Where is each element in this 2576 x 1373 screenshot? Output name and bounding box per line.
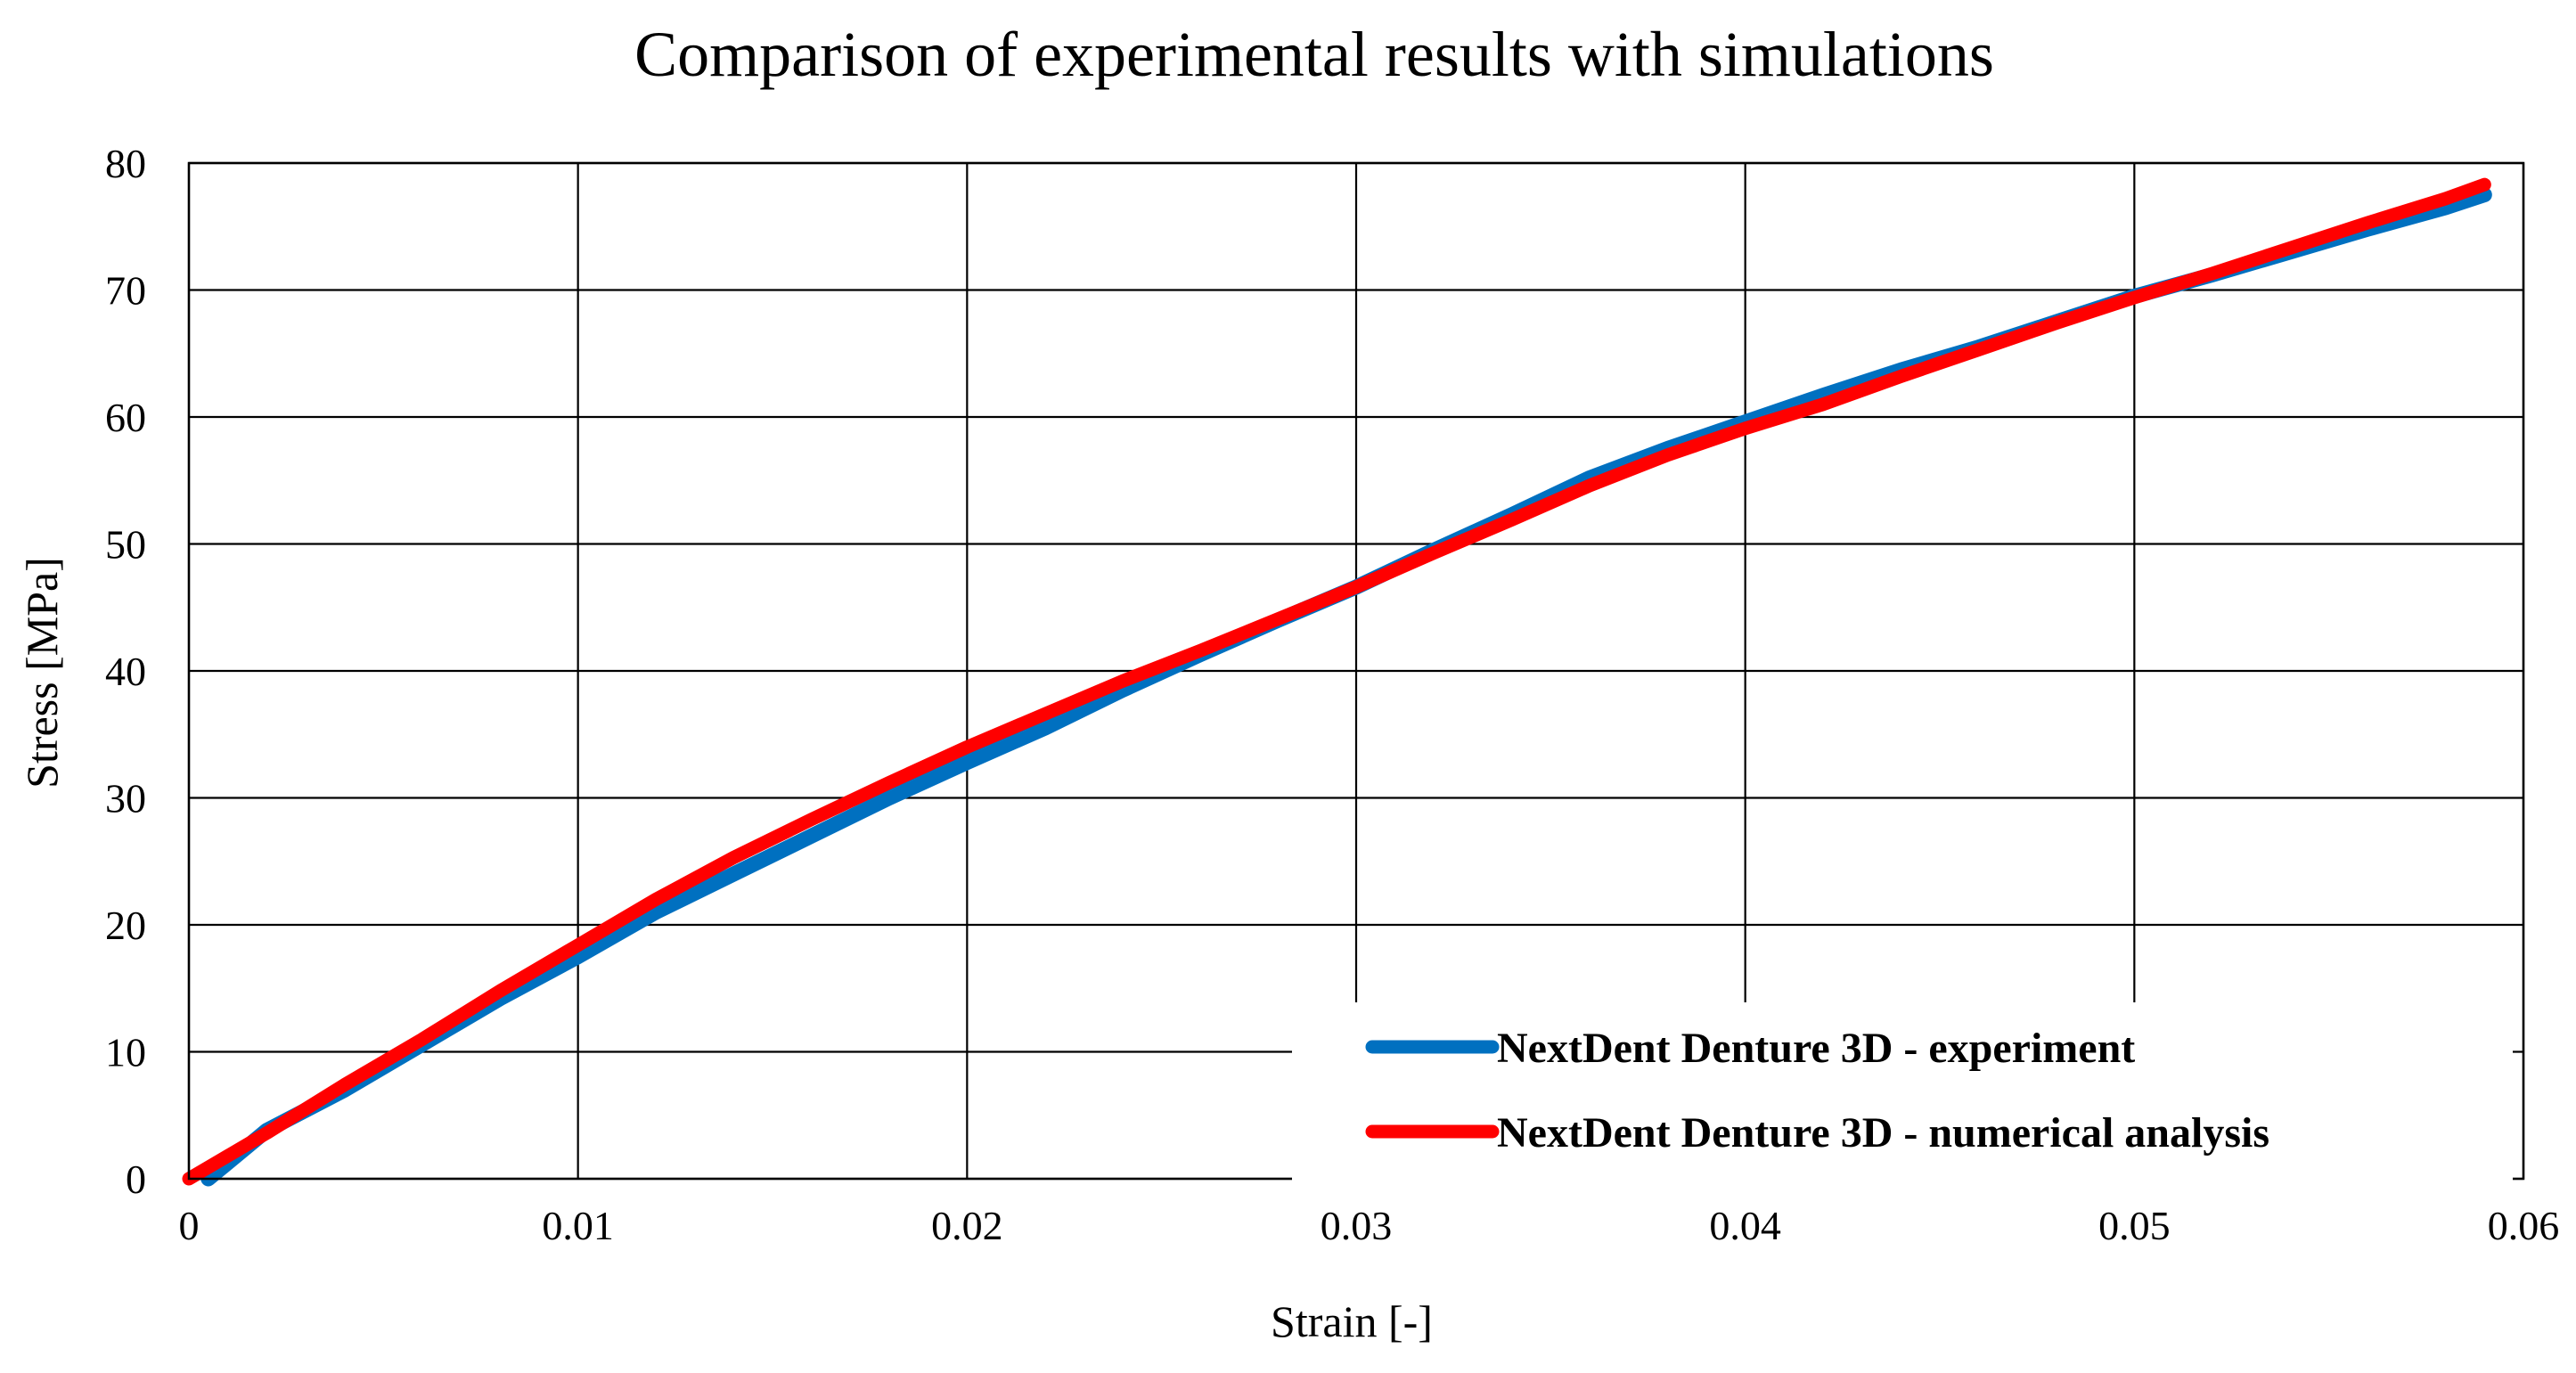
x-tick-label: 0: [179, 1203, 200, 1248]
y-tick-label: 30: [105, 776, 146, 821]
y-tick-label: 40: [105, 649, 146, 694]
y-tick-label: 20: [105, 903, 146, 948]
data-series: [182, 177, 2492, 1187]
x-tick-label: 0.06: [2488, 1203, 2560, 1248]
legend-box: [1292, 1002, 2513, 1207]
y-tick-label: 50: [105, 522, 146, 568]
y-axis-label: Stress [MPa]: [17, 557, 67, 789]
series-line-numerical-analysis: [182, 177, 2491, 1186]
x-tick-label: 0.02: [931, 1203, 1003, 1248]
x-tick-labels: 0 0.01 0.02 0.03 0.04 0.05 0.06: [179, 1203, 2560, 1248]
y-tick-label: 60: [105, 395, 146, 440]
y-tick-labels: 0 10 20 30 40 50 60 70 80: [105, 141, 146, 1202]
y-tick-label: 10: [105, 1030, 146, 1075]
y-tick-label: 0: [126, 1156, 146, 1202]
legend-label-numerical-analysis: NextDent Denture 3D - numerical analysis: [1497, 1109, 2269, 1156]
chart-title: Comparison of experimental results with …: [634, 19, 1994, 90]
legend: NextDent Denture 3D - experiment NextDen…: [1292, 1002, 2513, 1207]
legend-label-experiment: NextDent Denture 3D - experiment: [1497, 1025, 2135, 1072]
x-tick-label: 0.03: [1321, 1203, 1393, 1248]
x-axis-label: Strain [-]: [1271, 1296, 1433, 1346]
x-tick-label: 0.04: [1709, 1203, 1781, 1248]
y-tick-label: 70: [105, 268, 146, 314]
y-tick-label: 80: [105, 141, 146, 186]
x-tick-label: 0.01: [542, 1203, 614, 1248]
x-tick-label: 0.05: [2098, 1203, 2171, 1248]
